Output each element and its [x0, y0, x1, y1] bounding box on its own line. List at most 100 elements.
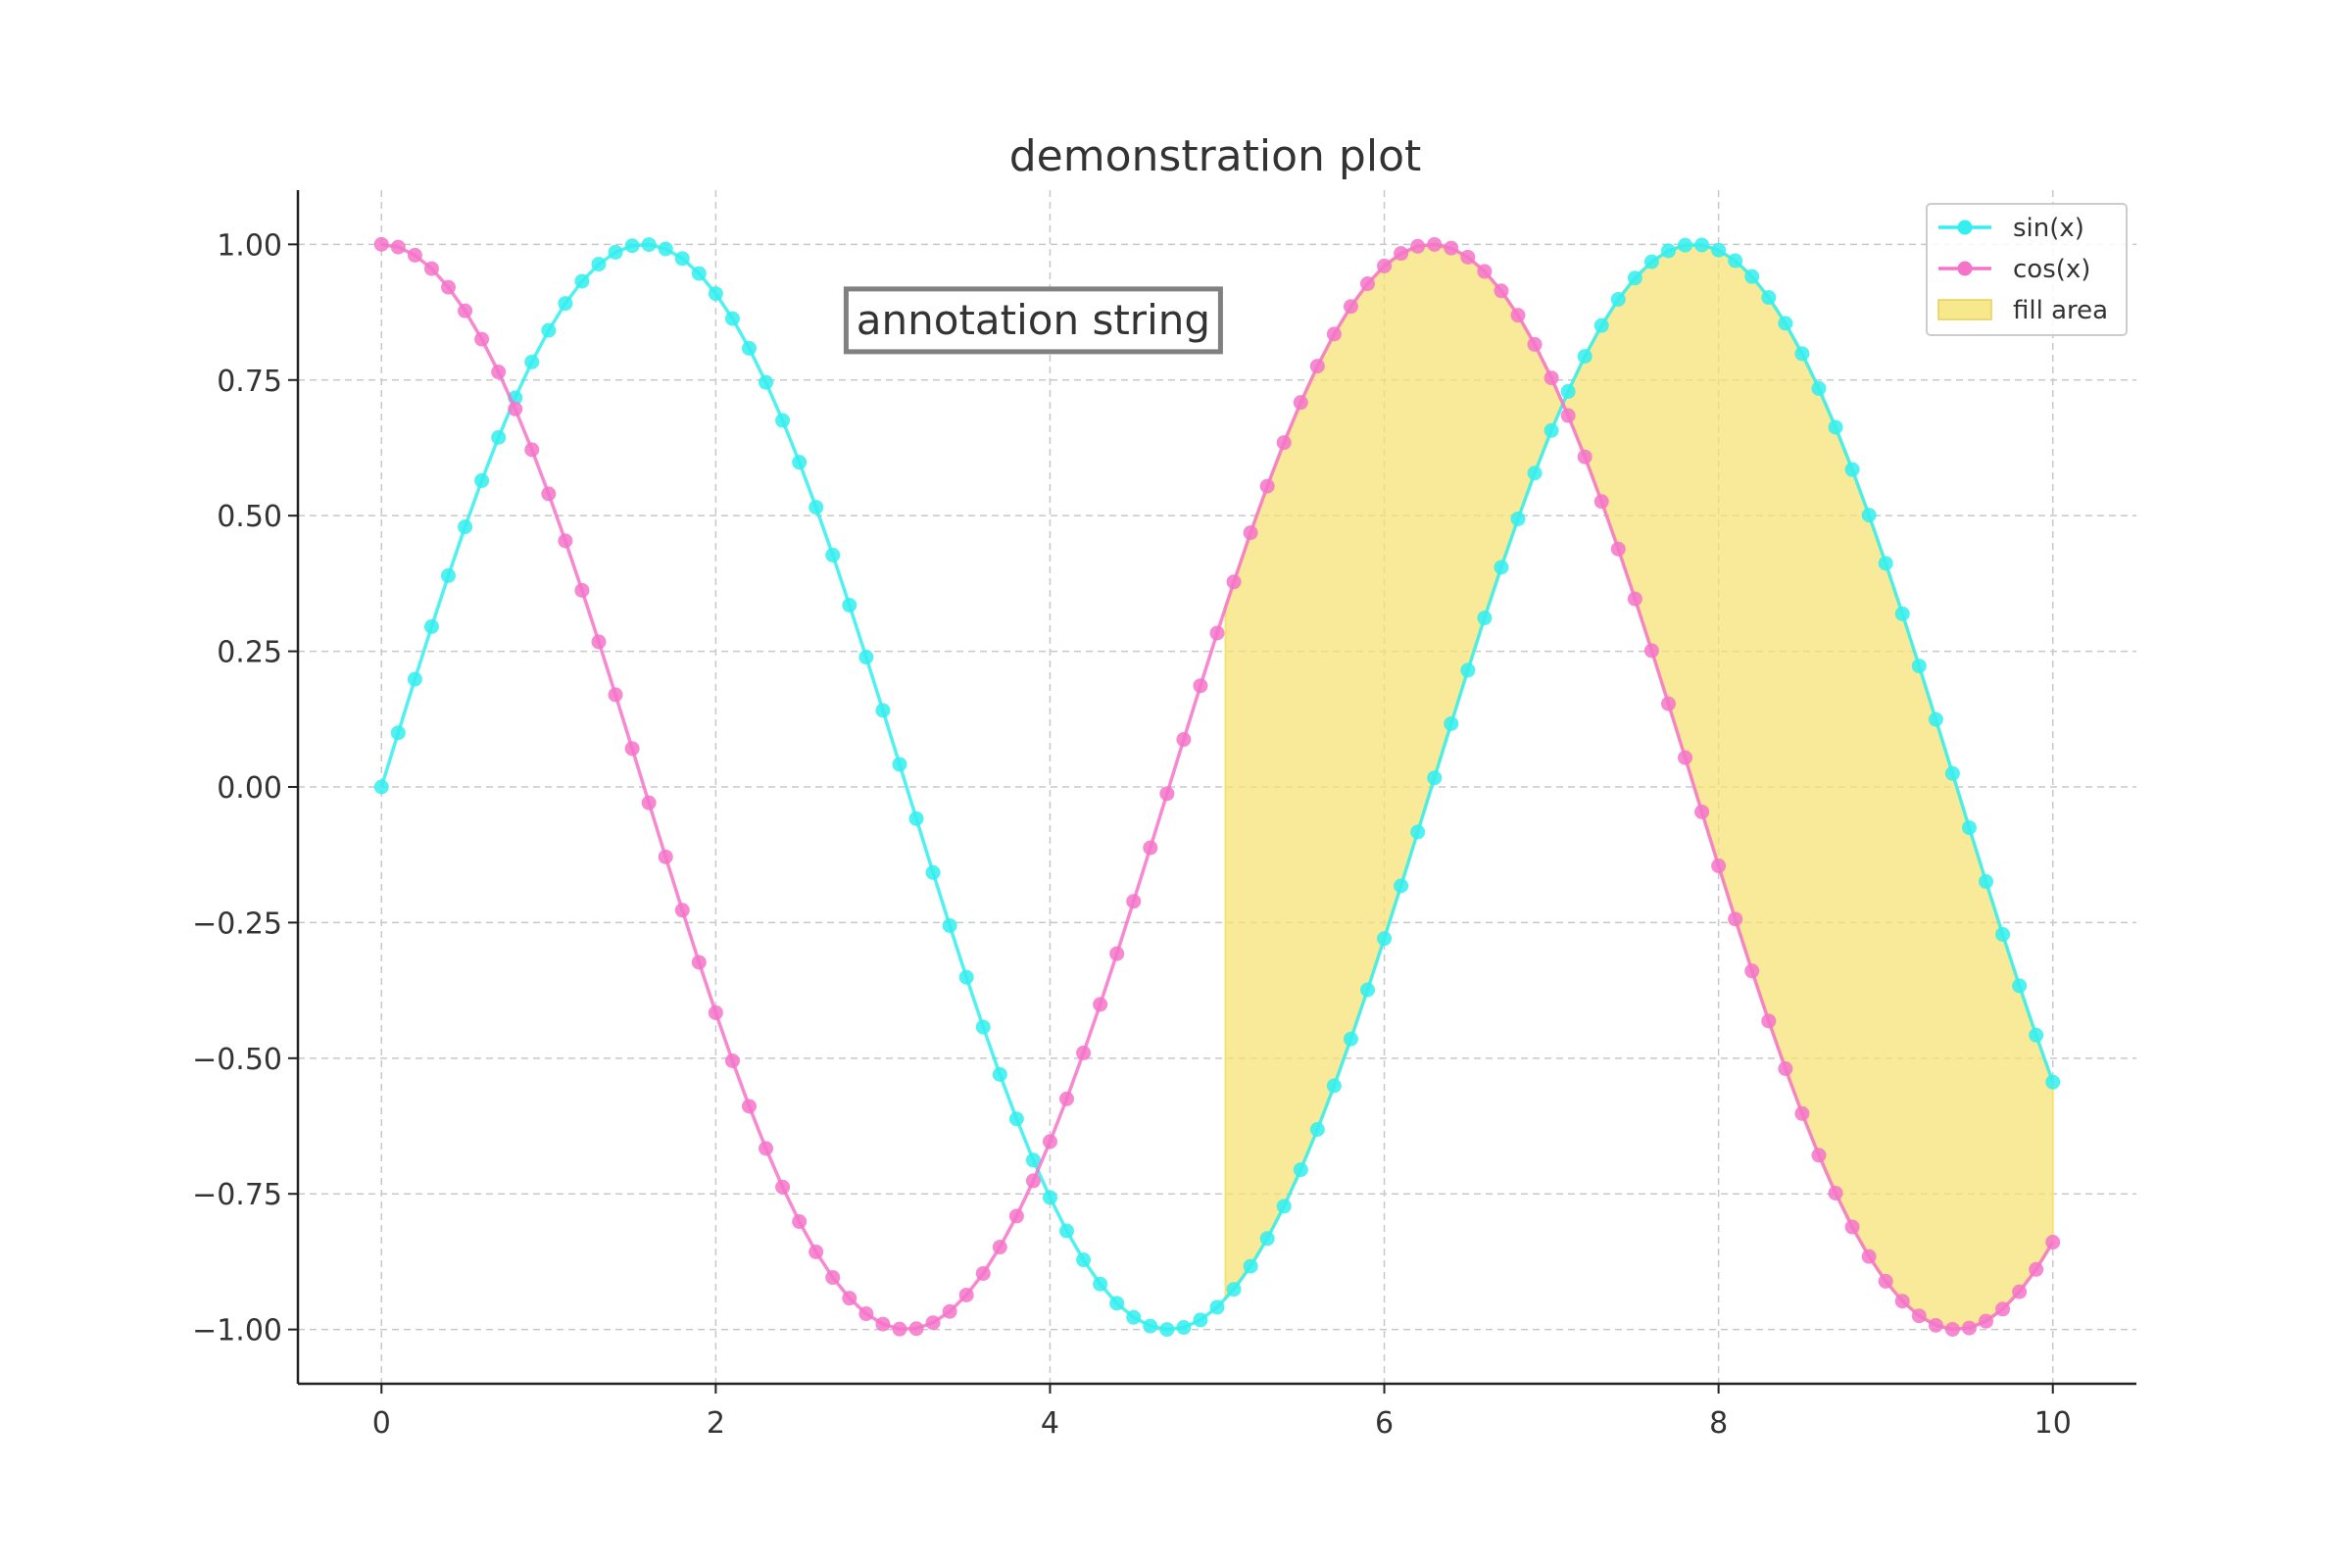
data-point — [875, 703, 891, 718]
data-point — [1911, 1308, 1927, 1324]
data-point — [407, 247, 422, 263]
data-point — [1527, 336, 1543, 352]
data-point — [2029, 1261, 2044, 1277]
data-point — [574, 582, 590, 598]
data-point — [373, 779, 389, 795]
data-point — [1460, 662, 1476, 678]
data-point — [925, 864, 941, 880]
data-point — [1359, 276, 1375, 292]
data-point — [474, 472, 490, 488]
data-point — [1109, 1296, 1125, 1311]
data-point — [474, 331, 490, 347]
data-point — [1878, 556, 1893, 571]
data-point — [775, 413, 791, 428]
data-point — [1143, 840, 1158, 856]
data-point — [1126, 1309, 1142, 1325]
data-point — [1059, 1223, 1075, 1239]
y-tick-label: −0.25 — [192, 906, 282, 941]
data-point — [1761, 290, 1777, 306]
data-point — [2012, 1284, 2028, 1299]
x-tick-label: 10 — [2034, 1406, 2072, 1441]
data-point — [1560, 408, 1576, 423]
data-point — [1076, 1045, 1092, 1060]
data-point — [440, 567, 456, 583]
data-point — [1394, 878, 1409, 894]
data-point — [1660, 243, 1676, 259]
data-point — [1878, 1273, 1893, 1289]
data-point — [825, 1270, 841, 1286]
data-point — [1961, 820, 1977, 836]
data-point — [1593, 318, 1609, 333]
data-point — [541, 322, 557, 338]
y-tick-label: 0.50 — [217, 500, 282, 534]
data-point — [1059, 1091, 1075, 1106]
data-point — [1593, 494, 1609, 510]
data-point — [1728, 911, 1743, 927]
data-point — [1494, 560, 1509, 575]
data-point — [1627, 591, 1642, 607]
y-tick-label: 0.75 — [217, 365, 282, 399]
data-point — [1193, 678, 1208, 694]
data-point — [1694, 804, 1710, 819]
data-point — [390, 239, 406, 255]
x-tick-label: 0 — [372, 1406, 391, 1441]
data-point — [1259, 478, 1275, 494]
data-point — [508, 401, 523, 416]
data-point — [1894, 606, 1910, 621]
data-point — [1794, 1105, 1810, 1121]
annotation-box — [843, 286, 1223, 355]
data-point — [992, 1240, 1007, 1255]
data-point — [373, 236, 389, 252]
data-point — [608, 687, 623, 703]
data-point — [524, 354, 540, 369]
data-point — [558, 533, 573, 549]
x-tick-label: 8 — [1709, 1406, 1728, 1441]
data-point — [1610, 291, 1626, 307]
data-point — [1444, 240, 1459, 256]
data-point — [1159, 786, 1175, 802]
data-point — [858, 650, 874, 665]
data-point — [1377, 258, 1393, 273]
data-point — [1828, 1185, 1843, 1200]
y-tick-label: −0.50 — [192, 1043, 282, 1077]
data-point — [390, 725, 406, 741]
data-point — [1394, 246, 1409, 262]
data-point — [491, 429, 507, 445]
data-point — [2012, 978, 2028, 994]
data-point — [1326, 1078, 1342, 1094]
legend-marker-cosx — [1957, 261, 1973, 276]
data-point — [1176, 1320, 1192, 1336]
data-point — [1176, 732, 1192, 748]
legend-swatch-fill-area — [1937, 299, 1992, 320]
data-point — [658, 241, 673, 257]
data-point — [691, 955, 707, 970]
data-point — [674, 251, 690, 267]
data-point — [1979, 1313, 1994, 1329]
data-point — [1911, 659, 1927, 674]
data-point — [975, 1265, 991, 1281]
data-point — [1093, 997, 1108, 1012]
data-point — [2029, 1027, 2044, 1043]
data-point — [1711, 858, 1727, 874]
legend-label-cosx: cos(x) — [2013, 255, 2090, 284]
data-point — [1761, 1013, 1777, 1029]
data-point — [1008, 1111, 1024, 1127]
data-point — [1979, 874, 1994, 890]
data-point — [1643, 643, 1659, 659]
data-point — [1643, 254, 1659, 270]
y-tick-label: 1.00 — [217, 228, 282, 263]
data-point — [808, 1244, 824, 1259]
data-point — [423, 618, 439, 634]
data-point — [1544, 370, 1559, 386]
grid — [298, 190, 2136, 1384]
data-point — [440, 279, 456, 295]
data-point — [1744, 269, 1760, 284]
data-point — [1025, 1152, 1041, 1168]
data-point — [458, 303, 473, 318]
data-point — [407, 671, 422, 687]
series-markers-cosx — [373, 236, 2061, 1337]
data-point — [908, 1321, 924, 1337]
data-point — [1093, 1276, 1108, 1292]
data-point — [1560, 383, 1576, 399]
